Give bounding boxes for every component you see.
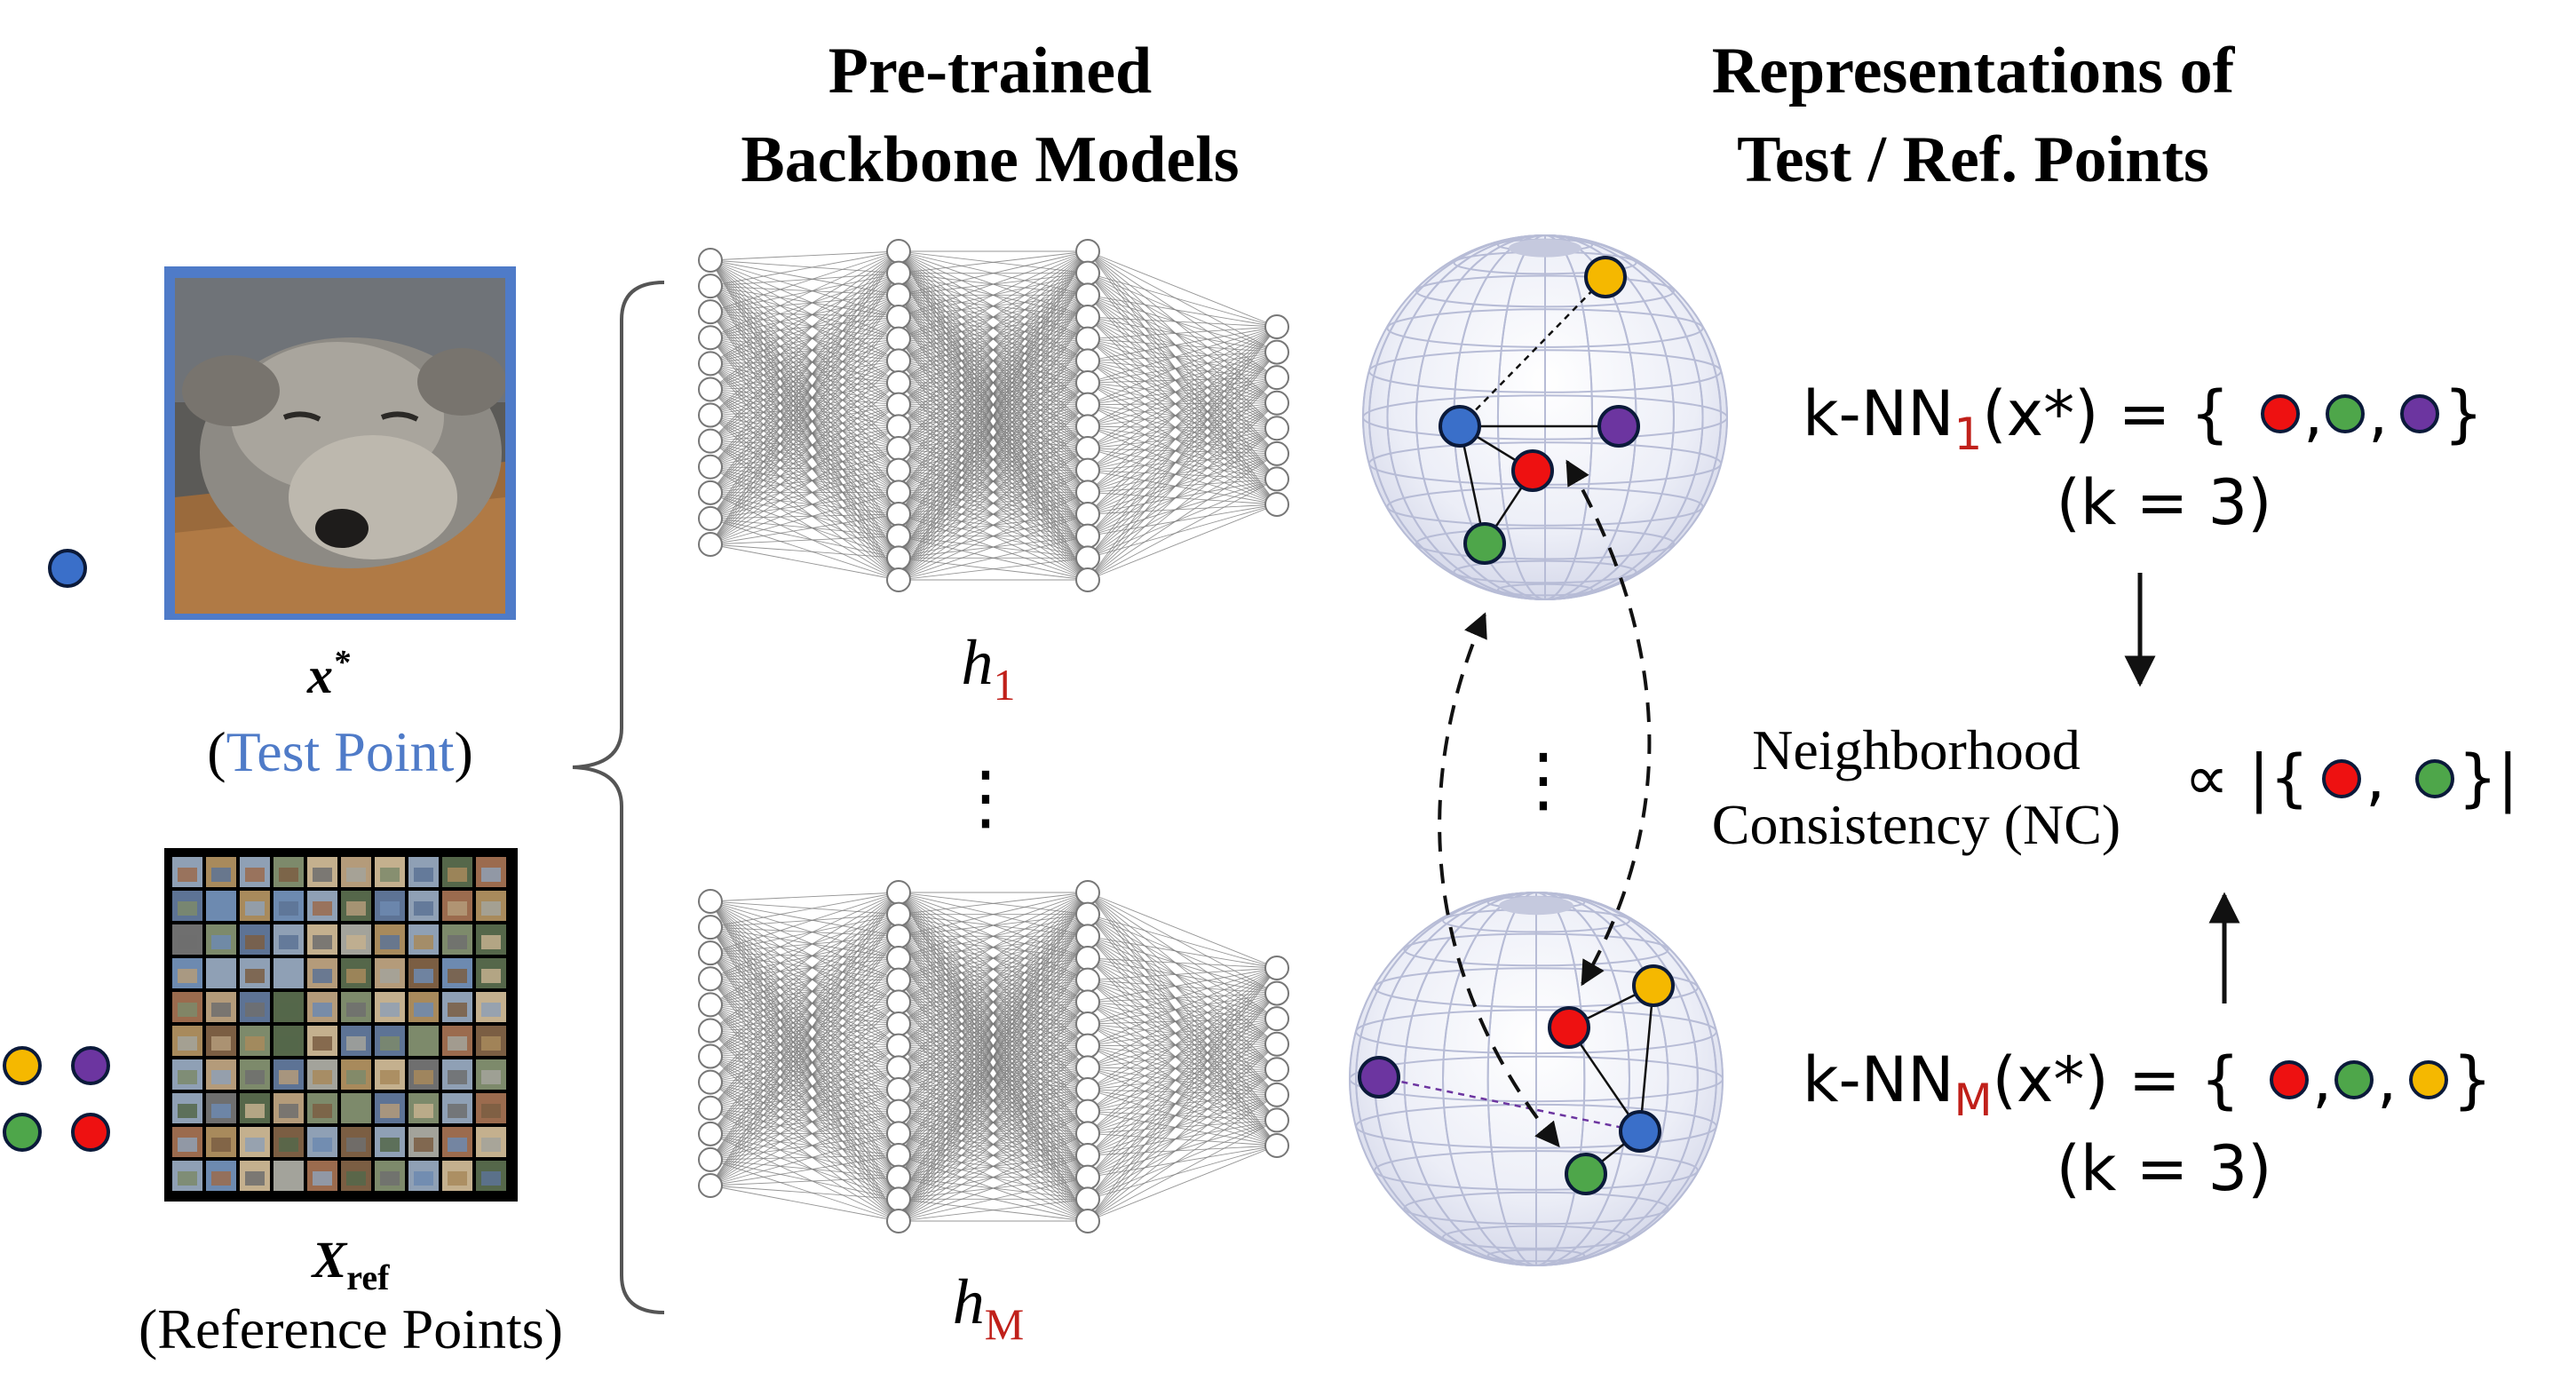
sphere1-point-yellow (1584, 256, 1627, 298)
knn-bottom-close: } (2453, 1043, 2493, 1116)
nc-red (2322, 759, 2361, 798)
reference-image-grid (164, 848, 518, 1202)
knn-bottom-formula: k-NNM(x*) = { (1803, 1043, 2239, 1126)
reference-point-green (3, 1113, 42, 1152)
backbone-network-m (698, 880, 1289, 1233)
backbone-network-1 (698, 239, 1289, 592)
sphere1-point-blue (1439, 405, 1481, 448)
reference-points-label: (Reference Points) (139, 1297, 563, 1360)
reference-point-purple (71, 1046, 110, 1085)
sphereM-point-green (1565, 1153, 1607, 1195)
test-point-label: (Test Point) (207, 720, 473, 783)
model-label-h1: h1 (962, 627, 1016, 710)
reference-points-symbol: Xref (311, 1231, 390, 1297)
knn-top-close: } (2444, 377, 2484, 450)
reference-point-markers (3, 1046, 110, 1152)
model-label-hm: hM (953, 1266, 1024, 1349)
representations-header-line2: Test / Ref. Points (1737, 123, 2209, 196)
sphereM-point-purple (1358, 1056, 1400, 1099)
backbone-header-line2: Backbone Models (741, 123, 1239, 196)
representation-sphere-m (1349, 892, 1724, 1266)
sphere1-edge-yellow (1459, 276, 1606, 427)
sphere1-point-purple (1597, 405, 1640, 448)
knn-top-purple (2400, 394, 2439, 433)
svg-text:,: , (2303, 377, 2323, 450)
correspondence-arrow-blue (1438, 612, 1560, 1148)
knn-bottom-k: (k = 3) (2057, 1132, 2272, 1205)
nc-green (2415, 759, 2454, 798)
sphereM-point-yellow (1632, 964, 1675, 1007)
reference-point-red (71, 1113, 110, 1152)
knn-top-formula: k-NN1(x*) = { (1803, 377, 2230, 460)
test-point-symbol: x* (306, 644, 351, 704)
knn-top-k: (k = 3) (2057, 466, 2272, 539)
backbone-header-line1: Pre-trained (828, 35, 1152, 107)
sphereM-point-red (1548, 1006, 1590, 1049)
sphereM-edge-purple (1378, 1075, 1641, 1133)
svg-text:,: , (2368, 377, 2388, 450)
nc-label-line2: Consistency (NC) (1712, 793, 2120, 856)
knn-bottom-yellow (2409, 1060, 2448, 1099)
representations-header-line1: Representations of (1712, 35, 2236, 107)
test-point-marker (48, 549, 87, 588)
knn-bottom-green (2334, 1060, 2374, 1099)
svg-text:,: , (2377, 1043, 2397, 1116)
svg-text:,: , (2366, 742, 2385, 814)
knn-bottom-red (2270, 1060, 2309, 1099)
nc-proportional: ∝ |{ (2184, 742, 2309, 814)
model-ellipsis: ⋮ (950, 756, 1021, 838)
representation-sphere-1 (1362, 234, 1728, 600)
sphereM-point-blue (1619, 1110, 1661, 1153)
test-image (164, 266, 516, 620)
input-brace (572, 281, 665, 1314)
sphere1-point-red (1511, 449, 1554, 492)
knn-top-red (2261, 394, 2300, 433)
sphereM-edge-yellow (1638, 985, 1655, 1132)
sphere-ellipsis: ⋮ (1508, 738, 1579, 821)
svg-text:,: , (2312, 1043, 2332, 1116)
sphere1-point-green (1463, 522, 1506, 565)
nc-close: }| (2458, 742, 2518, 814)
reference-point-yellow (3, 1046, 42, 1085)
knn-top-green (2326, 394, 2365, 433)
nc-label-line1: Neighborhood (1752, 718, 2081, 781)
